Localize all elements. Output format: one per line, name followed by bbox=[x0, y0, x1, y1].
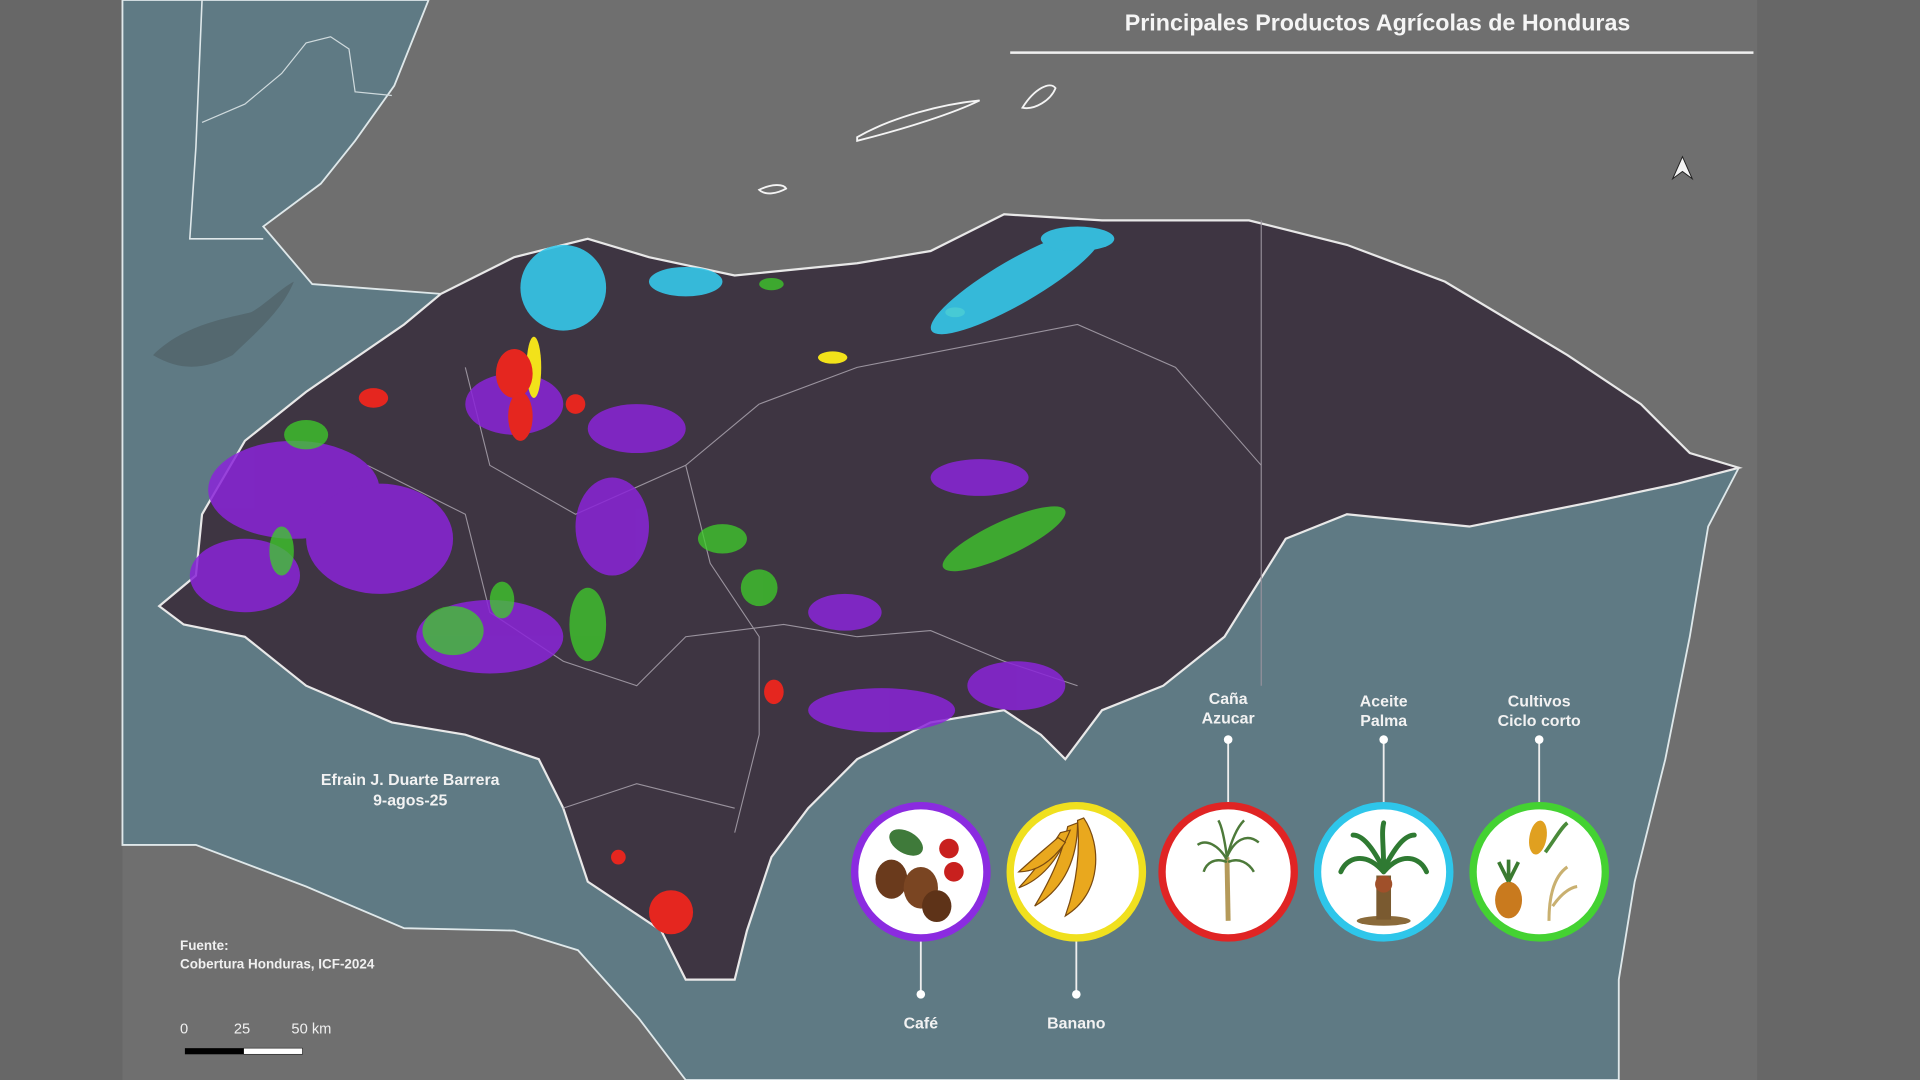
north-arrow-icon bbox=[1671, 155, 1694, 181]
belize-district-line bbox=[201, 36, 392, 124]
coffee-coverage bbox=[189, 373, 1066, 733]
scale-bar: 0 25 50 km bbox=[180, 1021, 331, 1055]
legend-label-cultivos: Cultivos bbox=[1508, 694, 1571, 711]
source-text: Cobertura Honduras, ICF-2024 bbox=[180, 957, 375, 972]
map-date: 9-agos-25 bbox=[373, 793, 447, 810]
legend-item-cafe: Café bbox=[851, 802, 991, 1033]
legend-item-cultivos-ciclo-corto: Cultivos Ciclo corto bbox=[1469, 694, 1609, 942]
legend-label-banano: Banano bbox=[1047, 1016, 1106, 1033]
belize-border bbox=[188, 0, 264, 240]
source-label: Fuente: bbox=[180, 938, 229, 953]
short-cycle-crops-icon bbox=[1495, 820, 1578, 921]
coffee-icon bbox=[875, 829, 964, 923]
legend-item-aceite-palma: Aceite Palma bbox=[1313, 694, 1454, 942]
scale-segment-white bbox=[243, 1047, 303, 1055]
legend: Café Banano bbox=[851, 691, 1609, 1033]
palm-oil-coverage bbox=[520, 226, 1115, 335]
scale-tick-25: 25 bbox=[234, 1021, 250, 1037]
author-name: Efrain J. Duarte Barrera bbox=[321, 772, 500, 789]
sugarcane-coverage bbox=[358, 348, 784, 935]
scale-segment-black bbox=[184, 1048, 244, 1055]
legend-item-banano: Banano bbox=[1006, 802, 1147, 1033]
legend-label-cana: Caña bbox=[1209, 691, 1248, 708]
legend-label-ciclo-corto: Ciclo corto bbox=[1498, 713, 1581, 730]
legend-item-cana-azucar: Caña Azucar bbox=[1158, 691, 1298, 942]
banana-icon bbox=[1017, 817, 1097, 918]
scale-tick-0: 0 bbox=[180, 1021, 188, 1037]
lake-izabal bbox=[153, 281, 294, 367]
palm-icon bbox=[1338, 820, 1429, 926]
map-title: Principales Productos Agrícolas de Hondu… bbox=[1125, 10, 1631, 36]
legend-label-aceite: Aceite bbox=[1360, 694, 1408, 711]
bay-islands bbox=[757, 84, 1057, 195]
legend-label-cafe: Café bbox=[904, 1016, 939, 1033]
scale-tick-50: 50 km bbox=[291, 1021, 331, 1037]
sugarcane-icon bbox=[1196, 819, 1260, 921]
department-borders bbox=[367, 220, 1262, 833]
legend-label-azucar: Azucar bbox=[1202, 711, 1255, 728]
short-cycle-coverage bbox=[269, 277, 1066, 662]
legend-label-palma: Palma bbox=[1360, 713, 1407, 730]
